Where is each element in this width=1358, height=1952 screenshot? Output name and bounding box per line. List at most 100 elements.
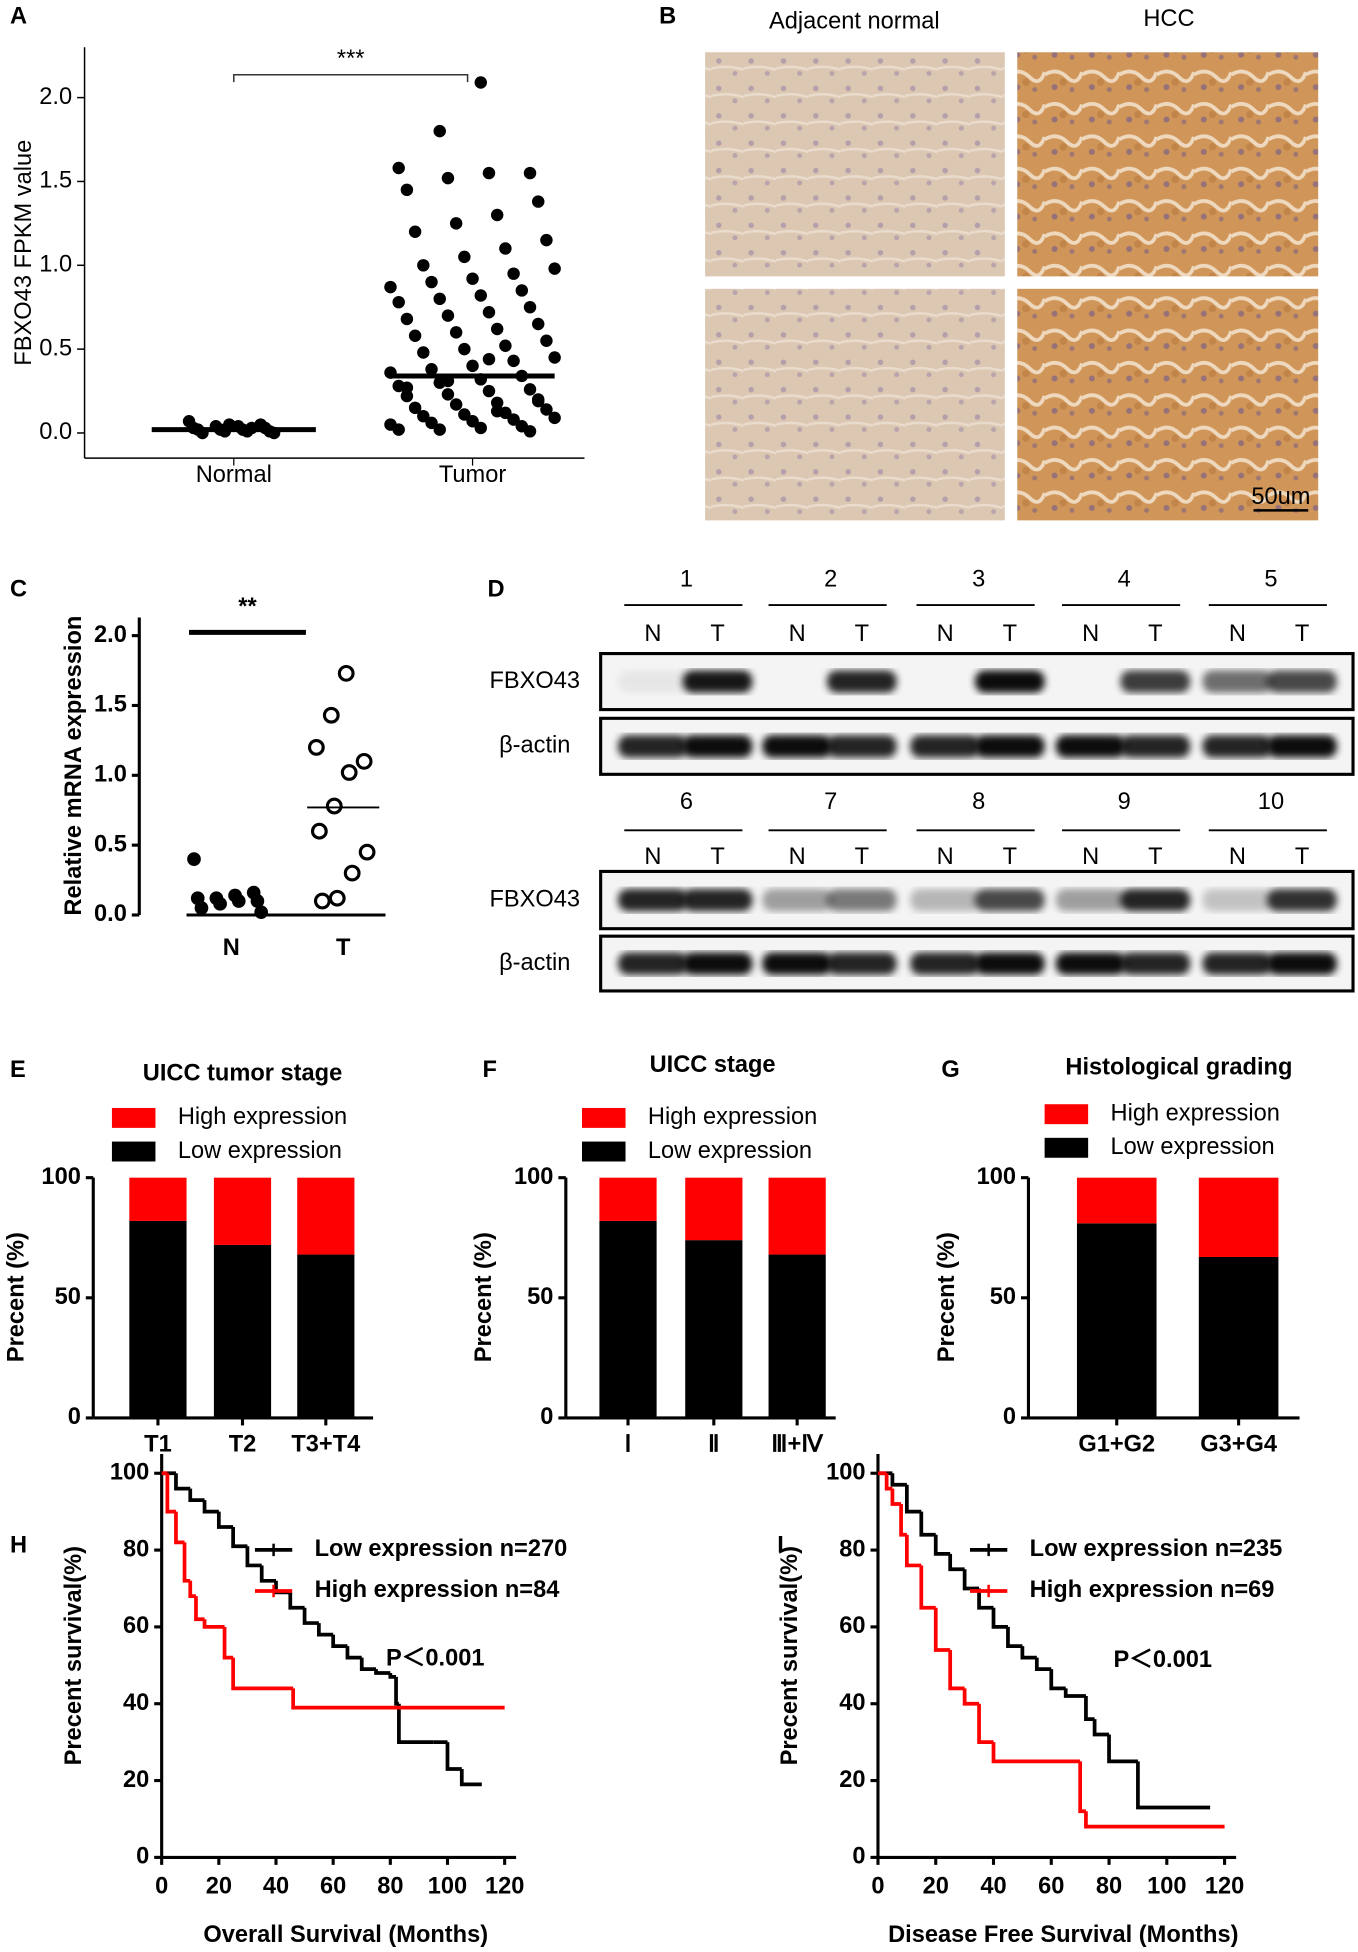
x-tick-label: T2 xyxy=(229,1432,257,1458)
survival-step xyxy=(174,1511,185,1545)
blot-band xyxy=(1055,952,1126,975)
blot-band xyxy=(826,735,897,758)
data-point xyxy=(490,322,504,336)
legend-label: High expression n=69 xyxy=(1030,1577,1275,1603)
x-tick-label: Tumor xyxy=(439,462,506,488)
y-axis-label: Precent survival(%) xyxy=(777,1546,803,1765)
blot-band xyxy=(826,888,897,912)
y-tick-label: 50 xyxy=(55,1284,81,1310)
data-point xyxy=(449,217,463,230)
significance-bracket xyxy=(233,73,469,83)
blot-band xyxy=(1120,952,1191,975)
data-point xyxy=(532,394,545,408)
survival-step xyxy=(394,1676,399,1706)
data-point xyxy=(482,352,496,366)
blot-band xyxy=(762,735,832,758)
data-point xyxy=(408,401,422,415)
data-point xyxy=(474,289,487,302)
data-point xyxy=(523,300,537,314)
data-point xyxy=(400,381,414,394)
data-point xyxy=(417,346,430,359)
chart-title: UICC tumor stage xyxy=(143,1061,342,1087)
survival-step xyxy=(1006,1626,1023,1648)
survival-step xyxy=(445,1742,462,1771)
column-label: Adjacent normal xyxy=(769,9,940,35)
lane-label: T xyxy=(1295,621,1309,647)
data-point xyxy=(482,306,496,319)
survival-step xyxy=(977,1703,994,1745)
data-point xyxy=(392,295,405,309)
data-point xyxy=(433,423,446,436)
survival-step xyxy=(174,1473,191,1491)
survival-step xyxy=(222,1626,234,1660)
y-tick-label: 1.5 xyxy=(94,692,127,718)
bar-segment xyxy=(599,1177,657,1221)
data-point xyxy=(548,351,561,364)
survival-step xyxy=(1020,1646,1037,1660)
data-point xyxy=(523,425,537,438)
bar-segment xyxy=(213,1177,272,1245)
survival-step xyxy=(977,1588,994,1610)
x-tick-label: 40 xyxy=(980,1874,1006,1900)
data-point xyxy=(325,797,343,815)
survival-step xyxy=(1049,1669,1066,1691)
row-label: FBXO43 xyxy=(489,668,580,694)
y-tick-label: 100 xyxy=(977,1164,1016,1190)
blot-band xyxy=(682,670,753,693)
lane-label: N xyxy=(789,621,806,647)
survival-step xyxy=(1136,1761,1211,1810)
data-point xyxy=(310,822,328,840)
data-point xyxy=(194,901,209,915)
bar-segment xyxy=(1076,1177,1157,1224)
survival-step xyxy=(165,1473,176,1514)
data-point xyxy=(482,166,496,180)
lane-number: 5 xyxy=(1264,566,1277,592)
panel-label: E xyxy=(10,1057,26,1083)
y-tick-label: 0 xyxy=(1003,1404,1016,1430)
blot-band xyxy=(618,952,688,975)
y-tick-label: 80 xyxy=(123,1536,149,1562)
data-point xyxy=(515,284,529,297)
data-point xyxy=(433,292,446,306)
blot-band xyxy=(974,888,1045,912)
bar-segment xyxy=(213,1244,272,1418)
chart-title: UICC stage xyxy=(650,1052,776,1078)
lane-label: N xyxy=(937,844,954,870)
lane-number: 10 xyxy=(1258,789,1284,815)
lane-number: 3 xyxy=(972,566,985,592)
lane-number: 8 xyxy=(972,789,985,815)
x-tick-label: 60 xyxy=(1038,1874,1064,1900)
lane-label: T xyxy=(1148,621,1162,647)
lane-label: N xyxy=(644,621,661,647)
data-point xyxy=(425,416,438,430)
bar-segment xyxy=(297,1254,355,1418)
legend-label: Low expression xyxy=(178,1138,342,1164)
panel-label: D xyxy=(487,576,504,602)
p-value: P＜0.001 xyxy=(386,1646,484,1672)
survival-step xyxy=(962,1688,980,1706)
panel-label: G xyxy=(941,1057,959,1083)
y-tick-label: 0 xyxy=(540,1404,553,1430)
blot-band xyxy=(1202,670,1273,693)
blot-band xyxy=(910,952,980,975)
survival-step xyxy=(933,1607,951,1652)
survival-step xyxy=(904,1484,922,1514)
lane-number: 6 xyxy=(680,789,693,815)
legend-label: High expression n=84 xyxy=(315,1577,561,1603)
lane-number: 1 xyxy=(680,566,693,592)
data-point xyxy=(458,408,471,421)
panel-label: I xyxy=(777,1532,784,1558)
data-point xyxy=(187,852,201,866)
y-tick-label: 0.5 xyxy=(39,335,72,361)
data-point xyxy=(540,233,553,247)
blot-band xyxy=(682,952,753,975)
blot-band xyxy=(826,670,897,693)
survival-step xyxy=(216,1511,234,1529)
data-point xyxy=(507,354,520,368)
data-point xyxy=(507,413,520,426)
y-tick-label: 100 xyxy=(41,1164,80,1190)
x-tick-label: 100 xyxy=(1147,1874,1186,1900)
data-point xyxy=(532,317,545,331)
lane-label: T xyxy=(1003,621,1017,647)
